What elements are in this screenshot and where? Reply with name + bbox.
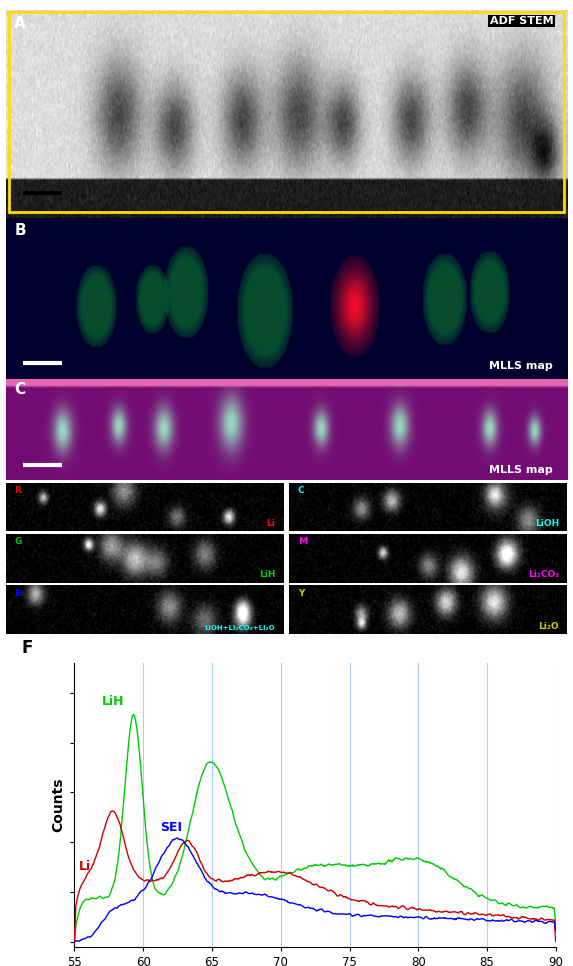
Text: C: C: [298, 486, 304, 495]
Text: Li₂O: Li₂O: [538, 622, 559, 631]
Text: Li: Li: [79, 861, 91, 873]
Text: F: F: [22, 639, 33, 658]
Text: LiH: LiH: [259, 570, 275, 580]
Text: R: R: [14, 486, 21, 495]
Text: B: B: [14, 222, 26, 238]
Text: Y: Y: [298, 589, 304, 598]
Text: B: B: [14, 589, 21, 598]
Text: C: C: [14, 382, 25, 397]
Text: MLLS map: MLLS map: [489, 465, 554, 474]
Text: LiOH+Li₂CO₃+Li₂O: LiOH+Li₂CO₃+Li₂O: [205, 625, 275, 631]
Text: SEI: SEI: [160, 821, 182, 834]
Y-axis label: Counts: Counts: [51, 778, 65, 832]
Text: MLLS map: MLLS map: [489, 361, 554, 371]
Text: G: G: [14, 537, 21, 547]
Text: A: A: [14, 15, 26, 31]
Text: M: M: [298, 537, 307, 547]
Text: Li: Li: [266, 519, 275, 527]
Text: LiOH: LiOH: [535, 519, 559, 527]
Text: Li₂CO₃: Li₂CO₃: [528, 570, 559, 580]
Text: ADF STEM: ADF STEM: [489, 15, 554, 26]
Text: LiH: LiH: [102, 695, 124, 708]
Bar: [9, 12, 564, 212]
